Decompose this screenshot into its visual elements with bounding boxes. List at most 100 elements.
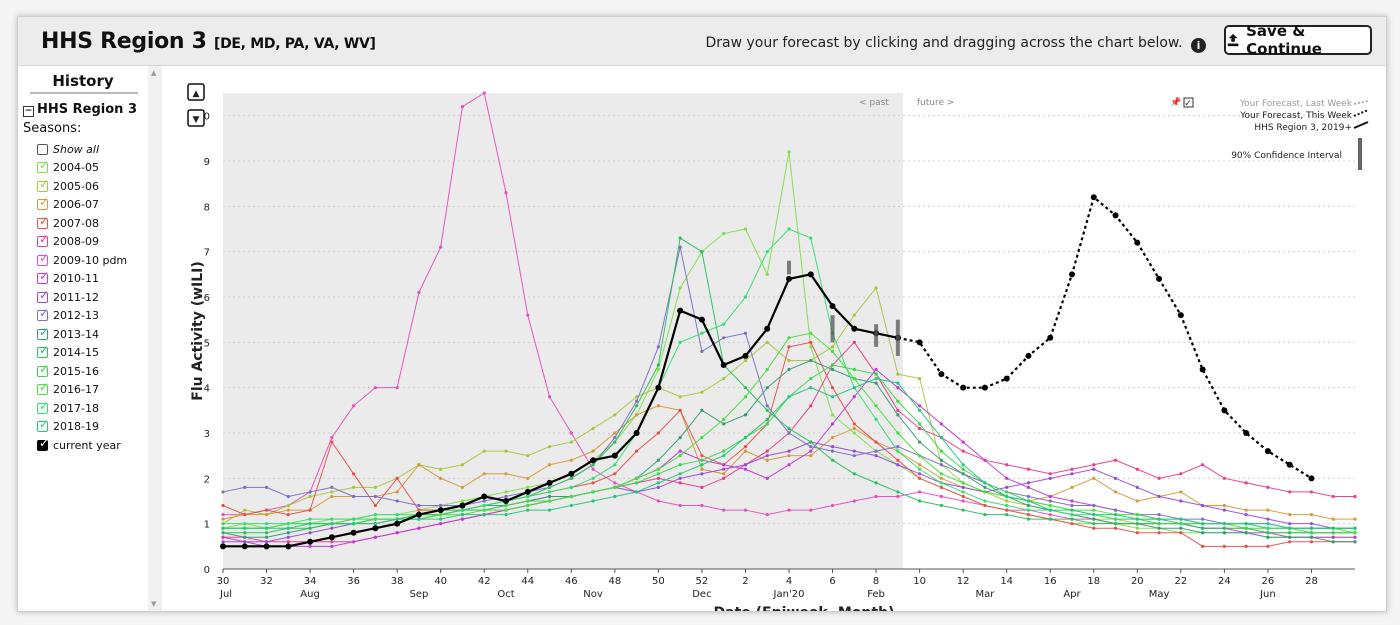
- data-point: [809, 404, 813, 408]
- data-point: [482, 91, 486, 95]
- data-point: [896, 445, 900, 449]
- data-point: [1069, 271, 1075, 278]
- data-point: [918, 422, 922, 426]
- scroll-down-icon[interactable]: ▼: [151, 600, 157, 608]
- data-point: [1092, 526, 1096, 530]
- season-item-2005-06[interactable]: ✓ 2005-06: [37, 177, 127, 196]
- checkbox-icon[interactable]: [37, 143, 48, 155]
- checkbox-icon[interactable]: ✓: [37, 400, 49, 414]
- data-point: [918, 426, 922, 431]
- checkbox-icon[interactable]: ✓: [37, 363, 49, 377]
- checkbox-icon[interactable]: ✓: [37, 307, 49, 322]
- data-point: [1222, 544, 1226, 548]
- season-item-2008-09[interactable]: ✓ 2008-09: [37, 233, 127, 252]
- data-point: [504, 490, 508, 494]
- data-point: [330, 526, 334, 530]
- data-point: [678, 454, 682, 458]
- season-item-2016-17[interactable]: ✓ 2016-17: [37, 381, 127, 400]
- zoom-out-button[interactable]: [187, 109, 205, 127]
- checkbox-icon[interactable]: ✓: [37, 326, 49, 340]
- data-point: [1157, 494, 1161, 499]
- legend-toggle-checkbox[interactable]: [1183, 97, 1194, 108]
- season-item-2004-05[interactable]: ✓ 2004-05: [37, 159, 127, 178]
- data-point: [1266, 522, 1270, 526]
- sidebar-scrollbar[interactable]: ▲ ▼: [148, 66, 162, 611]
- data-point: [1157, 526, 1161, 530]
- data-point: [809, 440, 813, 444]
- data-point: [328, 534, 335, 541]
- chart-svg[interactable]: 0123456789103032343638404244464850522468…: [164, 66, 1386, 621]
- show-all-checkbox[interactable]: Show all: [37, 140, 127, 159]
- data-point: [504, 503, 508, 508]
- triangle-up-icon: ▲: [193, 89, 200, 99]
- data-point: [243, 485, 247, 489]
- info-icon[interactable]: i: [1191, 38, 1206, 53]
- data-point: [874, 404, 878, 408]
- checkbox-icon[interactable]: ✓: [37, 418, 49, 433]
- data-point: [613, 472, 617, 476]
- season-item-2014-15[interactable]: ✓ 2014-15: [37, 344, 127, 363]
- season-item-current-year[interactable]: ✓ current year: [37, 436, 127, 455]
- data-point: [1201, 503, 1205, 508]
- data-point: [1201, 517, 1205, 521]
- checkbox-icon[interactable]: ✓: [37, 233, 49, 248]
- triangle-down-icon: ▼: [193, 115, 200, 125]
- data-point: [874, 417, 878, 421]
- data-point: [1070, 472, 1074, 476]
- checkbox-icon[interactable]: ✓: [37, 178, 49, 192]
- data-point: [852, 377, 856, 381]
- seasons-label: Seasons:: [23, 121, 82, 136]
- season-item-2006-07[interactable]: ✓ 2006-07: [37, 196, 127, 215]
- season-item-2015-16[interactable]: ✓ 2015-16: [37, 362, 127, 381]
- check-icon: ✓: [39, 213, 50, 228]
- checkbox-icon[interactable]: ✓: [37, 381, 49, 396]
- checkbox-icon[interactable]: ✓: [37, 213, 50, 229]
- data-point: [1244, 508, 1248, 512]
- season-item-2010-11[interactable]: ✓ 2010-11: [37, 270, 127, 289]
- data-point: [961, 490, 965, 494]
- x-tick-label: 48: [608, 576, 621, 587]
- data-point: [1288, 490, 1292, 494]
- data-point: [722, 377, 726, 381]
- checkbox-icon[interactable]: ✓: [37, 159, 49, 174]
- zoom-in-button[interactable]: [187, 83, 205, 101]
- data-point: [482, 508, 486, 512]
- checkbox-icon[interactable]: ✓: [37, 196, 49, 211]
- season-item-2013-14[interactable]: ✓ 2013-14: [37, 325, 127, 344]
- scroll-up-icon[interactable]: ▲: [151, 69, 157, 77]
- data-point: [1135, 467, 1139, 471]
- data-point: [1353, 517, 1357, 521]
- season-item-2018-19[interactable]: ✓ 2018-19: [37, 418, 127, 437]
- data-point: [830, 349, 835, 353]
- checkbox-icon[interactable]: ✓: [37, 344, 49, 359]
- season-item-2017-18[interactable]: ✓ 2017-18: [37, 399, 127, 418]
- data-point: [1026, 508, 1031, 512]
- checkbox-icon[interactable]: ✓: [37, 437, 49, 451]
- data-point: [482, 472, 486, 476]
- data-point: [373, 386, 377, 390]
- data-point: [918, 472, 922, 476]
- data-point: [439, 476, 443, 480]
- data-point: [852, 472, 856, 476]
- data-point: [286, 526, 290, 530]
- collapse-icon[interactable]: −: [23, 106, 34, 117]
- data-point: [786, 275, 792, 282]
- season-item-2012-13[interactable]: ✓ 2012-13: [37, 307, 127, 326]
- checkbox-icon[interactable]: ✓: [37, 289, 49, 303]
- season-item-2007-08[interactable]: ✓ 2007-08: [37, 214, 127, 233]
- region-tree-node[interactable]: − HHS Region 3: [23, 102, 137, 117]
- forecast-chart[interactable]: 0123456789103032343638404244464850522468…: [164, 66, 1386, 621]
- history-sidebar: History − HHS Region 3 Seasons: Show all …: [18, 66, 148, 611]
- checkbox-icon[interactable]: ✓: [37, 252, 49, 266]
- data-point: [547, 445, 552, 449]
- data-point: [635, 399, 639, 403]
- checkbox-icon[interactable]: ✓: [37, 270, 49, 285]
- x-tick-label: 18: [1087, 576, 1100, 587]
- data-point: [1244, 481, 1248, 485]
- data-point: [635, 449, 639, 453]
- season-item-2011-12[interactable]: ✓ 2011-12: [37, 288, 127, 307]
- season-item-2009-10-pdm[interactable]: ✓ 2009-10 pdm: [37, 251, 127, 270]
- save-continue-button[interactable]: Save & Continue: [1224, 22, 1372, 58]
- month-label: Jul: [219, 589, 232, 600]
- data-point: [1266, 517, 1270, 521]
